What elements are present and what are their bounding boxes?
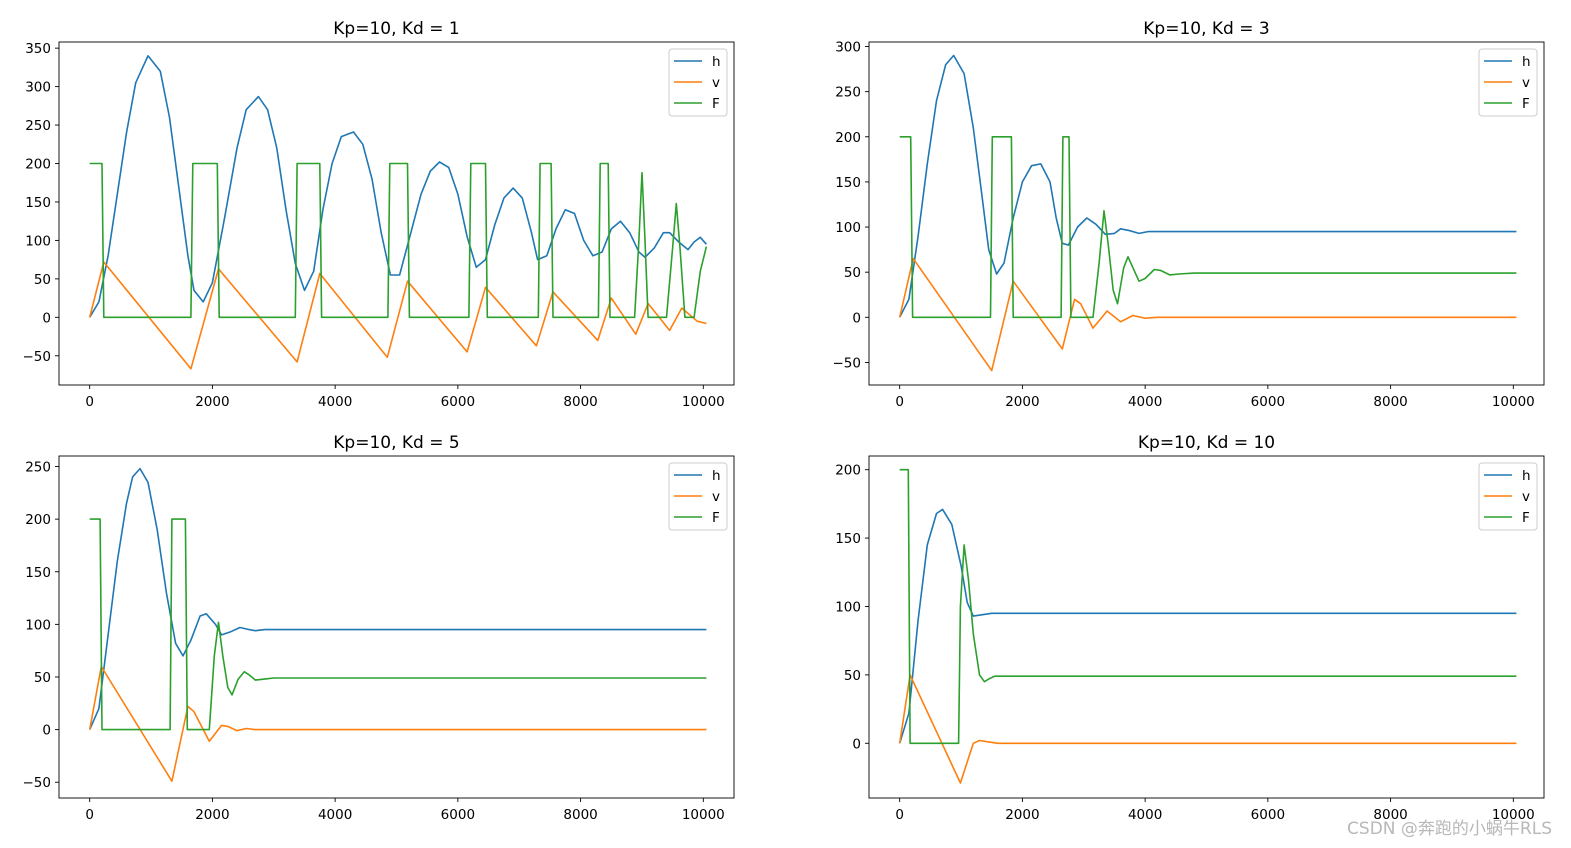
chart-title: Kp=10, Kd = 1 bbox=[333, 19, 459, 39]
series-line-h bbox=[88, 467, 707, 730]
x-tick-label: 0 bbox=[895, 394, 904, 410]
y-tick-label: 100 bbox=[25, 617, 51, 633]
y-tick-label: −50 bbox=[23, 349, 52, 365]
subplots: Kp=10, Kd = 10 2000 4000 6000 8000 10000−5005… bbox=[23, 19, 1545, 823]
y-tick-label: 150 bbox=[835, 531, 861, 547]
series-line-v bbox=[88, 665, 707, 782]
y-tick-label: 200 bbox=[25, 512, 51, 528]
x-tick-label: 8000 bbox=[1373, 807, 1407, 823]
y-tick-label: 350 bbox=[25, 41, 51, 57]
x-tick-label: 10000 bbox=[682, 807, 725, 823]
chart-title: Kp=10, Kd = 3 bbox=[1143, 19, 1269, 39]
subplot-4: Kp=10, Kd = 10 0 2000 4000 6000 8000 10000 0 50 1… bbox=[835, 433, 1545, 823]
axes-frame bbox=[58, 41, 735, 386]
series-line-h bbox=[898, 508, 1517, 744]
series-line-F bbox=[899, 136, 1517, 319]
x-tick-label: 4000 bbox=[318, 394, 352, 410]
y-tick-label: 50 bbox=[844, 668, 861, 684]
x-tick-label: 10000 bbox=[1492, 807, 1535, 823]
y-tick-label: 0 bbox=[852, 310, 861, 326]
series-line-F bbox=[89, 518, 707, 731]
chart-title: Kp=10, Kd = 5 bbox=[333, 433, 459, 453]
legend-label-v: v bbox=[1522, 75, 1530, 91]
legend-label-F: F bbox=[712, 96, 720, 112]
x-tick-label: 4000 bbox=[318, 807, 352, 823]
x-tick-label: 0 bbox=[895, 807, 904, 823]
axes-frame bbox=[868, 455, 1545, 799]
y-tick-label: 250 bbox=[25, 118, 51, 134]
x-tick-label: 10000 bbox=[682, 394, 725, 410]
x-tick-label: 2000 bbox=[1005, 807, 1039, 823]
x-tick-label: 2000 bbox=[195, 807, 229, 823]
series-line-h bbox=[89, 55, 708, 318]
axes-frame bbox=[868, 41, 1545, 386]
x-tick-label: 8000 bbox=[563, 394, 597, 410]
y-tick-label: 100 bbox=[835, 220, 861, 236]
legend: hvF bbox=[668, 462, 728, 531]
y-tick-label: 300 bbox=[835, 40, 861, 56]
y-tick-label: 250 bbox=[25, 460, 51, 476]
legend: hvF bbox=[1478, 462, 1538, 531]
watermark: CSDN @奔跑的小蜗牛RLS bbox=[1347, 819, 1552, 839]
x-tick-label: 6000 bbox=[1251, 807, 1285, 823]
y-tick-label: −50 bbox=[23, 775, 52, 791]
x-tick-label: 6000 bbox=[441, 394, 475, 410]
y-tick-label: 0 bbox=[42, 723, 51, 739]
x-tick-label: 10000 bbox=[1492, 394, 1535, 410]
x-tick-label: 2000 bbox=[195, 394, 229, 410]
series-line-F bbox=[899, 468, 1517, 745]
x-tick-label: 0 bbox=[85, 394, 94, 410]
axes-frame bbox=[58, 455, 735, 799]
y-tick-label: 300 bbox=[25, 80, 51, 96]
legend-label-v: v bbox=[712, 75, 720, 91]
legend-label-F: F bbox=[1522, 510, 1530, 526]
x-tick-label: 6000 bbox=[1251, 394, 1285, 410]
y-tick-label: 50 bbox=[34, 670, 51, 686]
x-tick-label: 0 bbox=[85, 807, 94, 823]
x-tick-label: 8000 bbox=[563, 807, 597, 823]
series-line-h bbox=[898, 54, 1517, 318]
y-tick-label: 150 bbox=[25, 195, 51, 211]
legend-label-h: h bbox=[712, 468, 721, 484]
legend-label-F: F bbox=[1522, 96, 1530, 112]
y-tick-label: 0 bbox=[42, 310, 51, 326]
legend: hvF bbox=[1478, 48, 1538, 117]
y-tick-label: 100 bbox=[25, 233, 51, 249]
x-tick-label: 8000 bbox=[1373, 394, 1407, 410]
y-tick-label: 200 bbox=[835, 130, 861, 146]
x-tick-label: 4000 bbox=[1128, 394, 1162, 410]
legend-label-h: h bbox=[1522, 54, 1531, 70]
x-tick-label: 6000 bbox=[441, 807, 475, 823]
y-tick-label: 50 bbox=[844, 265, 861, 281]
y-tick-label: 200 bbox=[835, 463, 861, 479]
subplot-1: Kp=10, Kd = 1 0 2000 4000 6000 8000 10000 −50 0 5… bbox=[23, 19, 735, 410]
legend-label-v: v bbox=[1522, 489, 1530, 505]
y-tick-label: 0 bbox=[852, 736, 861, 752]
legend-label-F: F bbox=[712, 510, 720, 526]
y-tick-label: 250 bbox=[835, 85, 861, 101]
y-tick-label: 200 bbox=[25, 157, 51, 173]
y-tick-label: 150 bbox=[835, 175, 861, 191]
series-line-F bbox=[89, 162, 708, 319]
series-line-v bbox=[898, 257, 1517, 372]
x-tick-label: 4000 bbox=[1128, 807, 1162, 823]
legend-label-v: v bbox=[712, 489, 720, 505]
subplot-2: Kp=10, Kd = 3 0 2000 4000 6000 8000 10000 −50 0 5… bbox=[833, 19, 1545, 410]
legend-label-h: h bbox=[712, 54, 721, 70]
legend: hvF bbox=[668, 48, 728, 117]
legend-label-h: h bbox=[1522, 468, 1531, 484]
y-tick-label: −50 bbox=[833, 355, 862, 371]
series-line-v bbox=[898, 674, 1517, 784]
y-tick-label: 100 bbox=[835, 599, 861, 615]
y-tick-label: 50 bbox=[34, 272, 51, 288]
y-tick-label: 150 bbox=[25, 565, 51, 581]
subplot-3: Kp=10, Kd = 5 0 2000 4000 6000 8000 10000 −50 0 5… bbox=[23, 433, 735, 823]
chart-title: Kp=10, Kd = 10 bbox=[1138, 433, 1275, 453]
x-tick-label: 2000 bbox=[1005, 394, 1039, 410]
